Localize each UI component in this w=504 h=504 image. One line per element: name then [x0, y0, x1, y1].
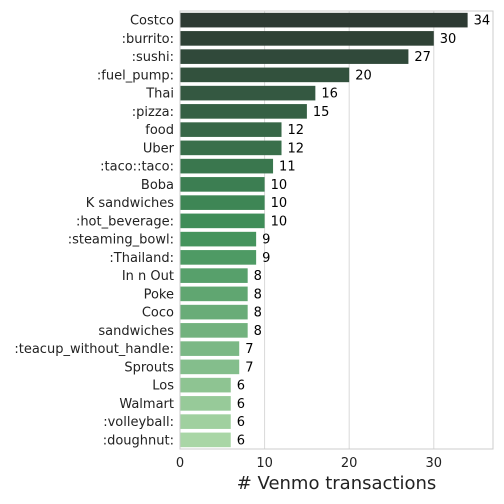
- category-label: :sushi:: [132, 50, 174, 65]
- value-label: 8: [254, 269, 262, 284]
- bar: [180, 360, 239, 375]
- category-label: :hot_beverage:: [76, 214, 174, 229]
- bar: [180, 433, 231, 448]
- category-label: Walmart: [119, 397, 174, 412]
- value-label: 20: [355, 68, 372, 83]
- category-label: Boba: [141, 178, 174, 193]
- bar: [180, 49, 408, 64]
- value-label: 16: [321, 87, 338, 102]
- value-label: 12: [288, 141, 305, 156]
- bar: [180, 250, 256, 265]
- bar: [180, 122, 282, 137]
- bar: [180, 414, 231, 429]
- value-label: 7: [245, 360, 253, 375]
- x-tick-labels: 0 10 20 30: [176, 456, 442, 471]
- value-label: 6: [237, 379, 245, 394]
- category-labels: Costco:burrito::sushi::fuel_pump:Thai:pi…: [14, 14, 174, 449]
- bar: [180, 341, 239, 356]
- bar: [180, 159, 273, 174]
- value-label: 9: [262, 233, 270, 248]
- category-label: :doughnut:: [103, 433, 174, 448]
- value-label: 6: [237, 397, 245, 412]
- category-label: :burrito:: [122, 32, 174, 47]
- category-label: Poke: [144, 287, 174, 302]
- value-label: 10: [271, 214, 288, 229]
- bar: [180, 86, 315, 101]
- category-label: :taco::taco:: [100, 160, 174, 175]
- value-label: 11: [279, 160, 296, 175]
- value-label: 10: [271, 178, 288, 193]
- bars: [180, 13, 468, 447]
- value-label: 34: [474, 14, 491, 29]
- bar: [180, 68, 349, 83]
- x-tick-label: 0: [176, 456, 184, 471]
- bar: [180, 268, 248, 283]
- category-label: Coco: [142, 306, 174, 321]
- category-label: food: [145, 123, 174, 138]
- category-label: Costco: [130, 14, 174, 29]
- x-tick-label: 30: [426, 456, 443, 471]
- bar: [180, 323, 248, 338]
- bar: [180, 396, 231, 411]
- category-label: :fuel_pump:: [97, 68, 174, 83]
- category-label: :volleyball:: [103, 415, 174, 430]
- bar: [180, 232, 256, 247]
- value-label: 6: [237, 433, 245, 448]
- category-label: :Thailand:: [109, 251, 174, 266]
- value-label: 8: [254, 287, 262, 302]
- value-label: 6: [237, 415, 245, 430]
- bar: [180, 13, 468, 28]
- x-axis-title: # Venmo transactions: [237, 473, 437, 494]
- value-label: 30: [440, 32, 457, 47]
- bar: [180, 31, 434, 46]
- bar: [180, 305, 248, 320]
- value-label: 9: [262, 251, 270, 266]
- category-label: Uber: [143, 141, 175, 156]
- value-label: 15: [313, 105, 330, 120]
- category-label: Los: [152, 379, 174, 394]
- bar: [180, 141, 282, 156]
- bar: [180, 214, 265, 229]
- value-label: 7: [245, 342, 253, 357]
- category-label: Sprouts: [124, 360, 174, 375]
- category-label: :teacup_without_handle:: [14, 342, 174, 357]
- x-tick-label: 20: [341, 456, 358, 471]
- category-label: In n Out: [122, 269, 174, 284]
- value-label: 27: [414, 50, 431, 65]
- bar: [180, 177, 265, 192]
- bar: [180, 104, 307, 119]
- value-label: 8: [254, 324, 262, 339]
- category-label: sandwiches: [98, 324, 174, 339]
- value-label: 12: [288, 123, 305, 138]
- value-label: 10: [271, 196, 288, 211]
- category-label: :pizza:: [132, 105, 174, 120]
- category-label: Thai: [145, 87, 174, 102]
- category-label: K sandwiches: [86, 196, 175, 211]
- value-label: 8: [254, 306, 262, 321]
- bar: [180, 195, 265, 210]
- x-tick-label: 10: [256, 456, 273, 471]
- bar: [180, 287, 248, 302]
- bar: [180, 378, 231, 393]
- category-label: :steaming_bowl:: [68, 233, 174, 248]
